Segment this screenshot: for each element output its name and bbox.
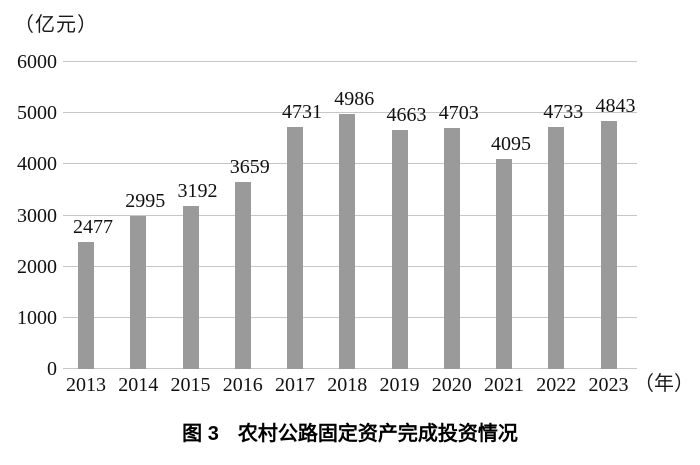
x-axis-unit-label: （年） xyxy=(634,373,694,395)
bar-2019 xyxy=(391,130,408,369)
plot-area: 2477 2995 3192 3659 4731 4986 4663 4703 4095 4733… xyxy=(63,61,637,369)
bar-value-label: 3659 xyxy=(229,155,270,178)
x-axis-tick-label: 2016 xyxy=(222,374,263,396)
bar-2013 xyxy=(78,242,94,369)
y-axis-tick-label: 1000 xyxy=(17,306,57,329)
figure-caption: 图 3 农村公路固定资产完成投资情况 xyxy=(0,423,700,445)
x-axis-tick-label: 2018 xyxy=(327,374,368,396)
gridline xyxy=(63,112,637,114)
bar-2022 xyxy=(548,126,565,369)
y-axis-tick-label: 5000 xyxy=(17,102,57,125)
x-axis-tick-label: 2017 xyxy=(275,374,315,396)
bar-2021 xyxy=(496,159,512,369)
bar-value-label: 4986 xyxy=(334,87,375,110)
x-axis-tick-label: 2023 xyxy=(588,374,629,396)
bar-2017 xyxy=(287,126,303,369)
bar-value-label: 4733 xyxy=(543,100,584,123)
bar-value-label: 4703 xyxy=(438,102,479,125)
y-axis-unit-label: （亿元） xyxy=(14,14,98,36)
x-axis-tick-label: 2022 xyxy=(536,374,577,396)
bar-2018 xyxy=(339,113,356,369)
bar-value-label: 4843 xyxy=(595,95,636,118)
x-axis-tick-label: 2020 xyxy=(431,374,472,396)
bar-2016 xyxy=(234,181,251,369)
bar-value-label: 2477 xyxy=(73,216,113,239)
bar-value-label: 3192 xyxy=(177,179,218,202)
x-axis-tick-label: 2014 xyxy=(118,374,159,396)
bar-value-label: 4095 xyxy=(491,133,531,156)
x-axis-tick-label: 2019 xyxy=(379,374,420,396)
bar-value-label: 2995 xyxy=(125,189,166,212)
x-axis-tick-label: 2015 xyxy=(170,374,211,396)
bar-2014 xyxy=(130,215,147,369)
bar-2023 xyxy=(600,121,617,369)
bar-value-label: 4731 xyxy=(282,100,322,123)
y-axis-tick-label: 2000 xyxy=(17,255,57,278)
bar-2015 xyxy=(182,205,199,369)
bar-2020 xyxy=(443,128,460,369)
gridline xyxy=(63,61,637,62)
y-axis-tick-label: 6000 xyxy=(17,51,57,73)
y-axis-tick-label: 4000 xyxy=(17,153,57,176)
bar-value-label: 4663 xyxy=(386,104,427,127)
y-axis-tick-label: 0 xyxy=(47,358,57,380)
caption-title: 农村公路固定资产完成投资情况 xyxy=(237,423,518,445)
x-axis-tick-label: 2021 xyxy=(484,374,524,396)
x-axis-tick-label: 2013 xyxy=(66,374,106,396)
y-axis-tick-label: 3000 xyxy=(17,204,57,227)
figure-number: 图 3 xyxy=(182,423,219,445)
